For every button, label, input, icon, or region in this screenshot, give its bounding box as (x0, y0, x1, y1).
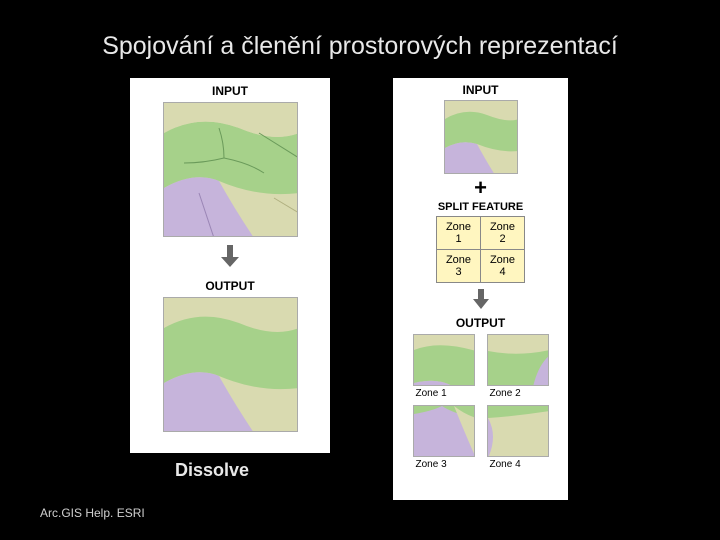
split-input-map (444, 100, 518, 174)
split-output-zone3 (413, 405, 475, 457)
zone-label: Zone 2 (487, 386, 549, 399)
down-arrow-icon (140, 245, 320, 271)
split-output-zone4 (487, 405, 549, 457)
split-feature-label: SPLIT FEATURE (399, 201, 562, 213)
split-output-zone2 (487, 334, 549, 386)
attribution-text: Arc.GIS Help. ESRI (40, 506, 145, 520)
zone-cell: Zone 3 (437, 250, 481, 283)
dissolve-output-map (163, 297, 298, 432)
slide-title: Spojování a členění prostorových repreze… (0, 32, 720, 61)
zone-label: Zone 1 (413, 386, 475, 399)
down-arrow-icon (399, 289, 562, 313)
zone-label: Zone 4 (487, 457, 549, 470)
zone-cell: Zone 1 (437, 217, 481, 250)
dissolve-output-label: OUTPUT (140, 279, 320, 293)
zone-label: Zone 3 (413, 457, 475, 470)
split-feature-table: Zone 1 Zone 2 Zone 3 Zone 4 (436, 216, 525, 283)
dissolve-caption: Dissolve (175, 460, 249, 481)
zone-cell: Zone 4 (481, 250, 525, 283)
split-input-label: INPUT (399, 83, 562, 97)
split-output-label: OUTPUT (399, 316, 562, 330)
split-output-zone1 (413, 334, 475, 386)
split-diagram: INPUT + SPLIT FEATURE Zone 1 Zone 2 Zone… (393, 78, 568, 500)
zone-cell: Zone 2 (481, 217, 525, 250)
dissolve-diagram: INPUT OUTPUT (130, 78, 330, 453)
plus-icon: + (399, 177, 562, 199)
split-output-grid: Zone 1 Zone 2 (399, 334, 562, 470)
dissolve-input-map (163, 102, 298, 237)
dissolve-input-label: INPUT (140, 84, 320, 98)
